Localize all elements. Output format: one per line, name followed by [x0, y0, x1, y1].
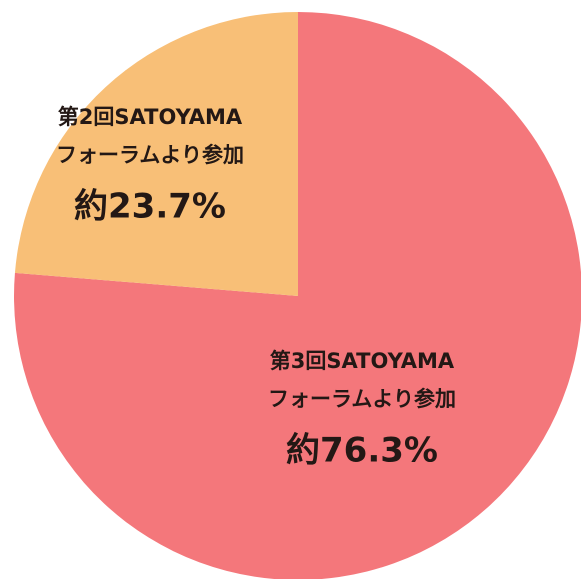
pie-slice: [14, 12, 581, 579]
slice-label: 第3回SATOYAMA: [270, 349, 455, 373]
slice-label: フォーラムより参加: [56, 143, 244, 167]
value-label: 約76.3%: [286, 431, 438, 471]
slice-label: 第2回SATOYAMA: [58, 105, 243, 129]
pie-slice: [14, 12, 299, 296]
value-label: 約23.7%: [74, 187, 226, 227]
slice-label: フォーラムより参加: [268, 387, 456, 411]
